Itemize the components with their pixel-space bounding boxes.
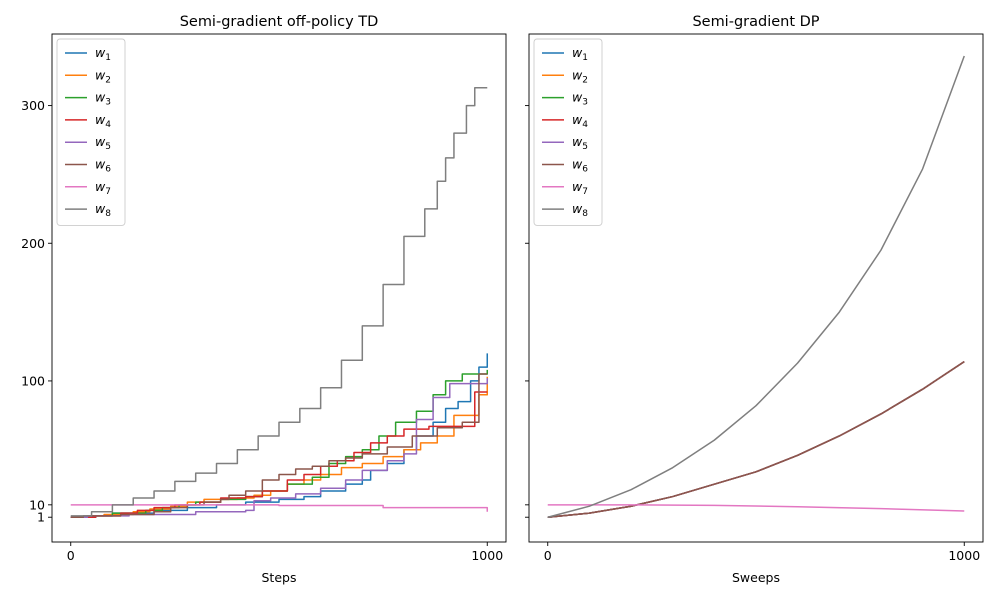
legend-label-base: w <box>95 179 106 194</box>
legend-label-base: w <box>95 112 106 127</box>
legend-label-w5: w5 <box>572 134 588 152</box>
legend-label-base: w <box>572 179 583 194</box>
legend-label-subscript: 8 <box>582 209 588 219</box>
y-tick-label: 10 <box>29 497 45 512</box>
chart-panel-2: Semi-gradient DP0 1000Sweepsw1w2w3w4w5w6w… <box>525 14 984 585</box>
legend-label-w1: w1 <box>95 45 111 63</box>
legend-label-w3: w3 <box>572 90 588 108</box>
x-axis-label: Sweeps <box>732 570 780 585</box>
legend-label-subscript: 7 <box>105 187 111 197</box>
y-tick-label: 100 <box>21 373 45 388</box>
legend-box <box>533 38 603 226</box>
legend-label-w7: w7 <box>95 179 111 197</box>
series-line-w7 <box>547 504 965 512</box>
legend-label-subscript: 1 <box>105 53 111 63</box>
series-line-w4 <box>547 361 965 518</box>
legend-label-subscript: 3 <box>105 98 111 108</box>
series-line-w2 <box>547 361 965 518</box>
series-line-w2 <box>70 376 489 518</box>
legend-label-subscript: 6 <box>582 165 588 175</box>
legend-label-subscript: 2 <box>105 75 111 85</box>
legend-label-w2: w2 <box>572 67 588 85</box>
legend-label-base: w <box>95 90 106 105</box>
legend-label-base: w <box>95 67 106 82</box>
x-axis-label: Steps <box>262 570 297 585</box>
series-group <box>70 86 489 518</box>
series-line-w3 <box>547 361 965 518</box>
series-line-w7 <box>70 504 489 512</box>
series-line-w8 <box>70 86 488 517</box>
legend-label-subscript: 2 <box>582 75 588 85</box>
legend-label-subscript: 7 <box>582 187 588 197</box>
y-tick-label: 1 <box>37 510 45 525</box>
y-tick-label: 200 <box>21 236 45 251</box>
series-line-w6 <box>547 361 965 518</box>
legend-label-base: w <box>572 201 583 216</box>
legend-label-w4: w4 <box>572 112 588 130</box>
series-line-w4 <box>70 391 488 518</box>
legend-label-w8: w8 <box>572 201 588 219</box>
legend-label-subscript: 6 <box>105 165 111 175</box>
legend-label-w4: w4 <box>95 112 111 130</box>
series-line-w5 <box>70 378 489 518</box>
series-line-w1 <box>547 361 965 518</box>
x-tick-label: 0 <box>67 548 75 563</box>
series-line-w1 <box>70 353 489 518</box>
legend-label-subscript: 4 <box>582 120 588 130</box>
series-line-w8 <box>547 55 965 518</box>
legend-label-base: w <box>572 45 583 60</box>
chart-panel-1: Semi-gradient off-policy TD0 100011010020… <box>21 14 507 585</box>
legend-box <box>56 38 126 226</box>
legend-label-base: w <box>95 157 106 172</box>
legend-label-base: w <box>572 134 583 149</box>
legend-label-subscript: 5 <box>582 142 588 152</box>
legend-label-base: w <box>95 201 106 216</box>
series-line-w6 <box>70 373 488 518</box>
x-tick-label: 1000 <box>471 548 503 563</box>
legend-label-w8: w8 <box>95 201 111 219</box>
legend-label-base: w <box>95 45 106 60</box>
legend-label-subscript: 3 <box>582 98 588 108</box>
x-tick-label: 0 <box>544 548 552 563</box>
legend-label-w3: w3 <box>95 90 111 108</box>
legend-label-base: w <box>572 157 583 172</box>
legend-label-w6: w6 <box>95 157 111 175</box>
legend-label-subscript: 1 <box>582 53 588 63</box>
chart-title: Semi-gradient off-policy TD <box>180 14 379 30</box>
legend-label-w6: w6 <box>572 157 588 175</box>
legend-label-w7: w7 <box>572 179 588 197</box>
legend-label-base: w <box>95 134 106 149</box>
legend-label-base: w <box>572 67 583 82</box>
legend-label-subscript: 8 <box>105 209 111 219</box>
y-tick-label: 300 <box>21 98 45 113</box>
legend-label-base: w <box>572 112 583 127</box>
x-tick-label: 1000 <box>948 548 980 563</box>
series-line-w5 <box>547 361 965 518</box>
legend-label-w1: w1 <box>572 45 588 63</box>
legend-label-w5: w5 <box>95 134 111 152</box>
legend-label-subscript: 4 <box>105 120 111 130</box>
legend-label-w2: w2 <box>95 67 111 85</box>
legend-label-base: w <box>572 90 583 105</box>
axes-frame <box>51 33 507 543</box>
axes-frame <box>528 33 984 543</box>
series-group <box>547 55 965 518</box>
legend-label-subscript: 5 <box>105 142 111 152</box>
chart-title: Semi-gradient DP <box>692 14 819 30</box>
